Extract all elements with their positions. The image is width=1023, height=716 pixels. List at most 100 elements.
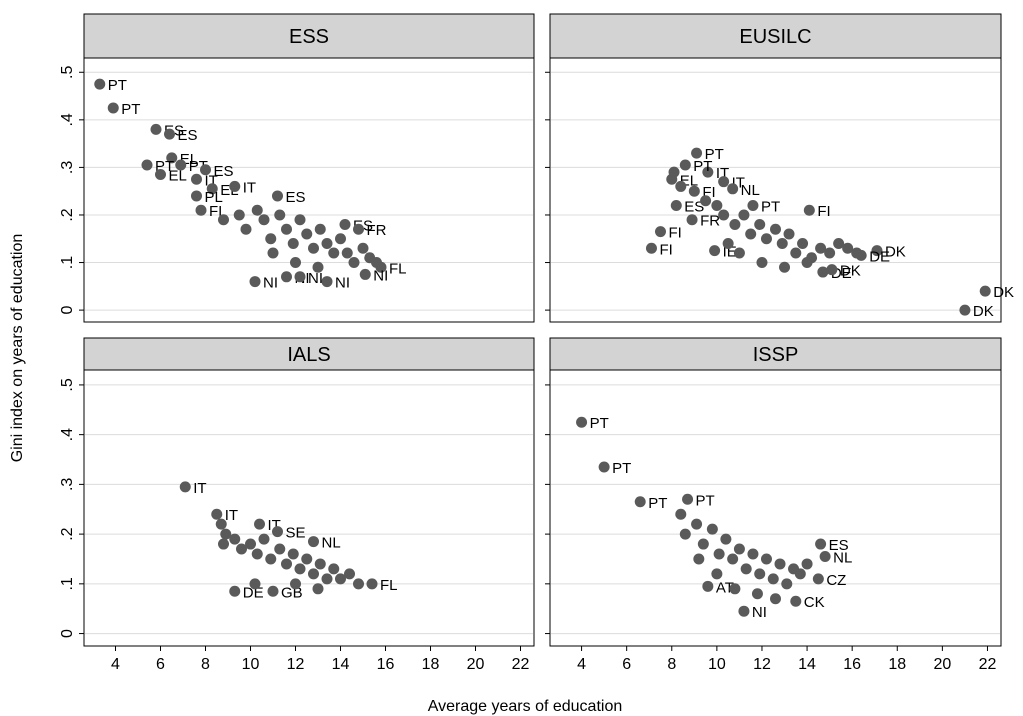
data-point bbox=[265, 233, 277, 245]
y-tick-label: .4 bbox=[59, 113, 76, 126]
data-point bbox=[308, 242, 319, 254]
point-label: SE bbox=[286, 525, 306, 542]
data-point bbox=[645, 242, 657, 254]
data-point bbox=[265, 553, 277, 565]
data-point bbox=[301, 553, 313, 565]
data-point bbox=[294, 214, 306, 226]
data-point bbox=[824, 247, 836, 259]
data-point bbox=[229, 585, 241, 597]
data-point bbox=[328, 247, 340, 259]
data-point bbox=[220, 528, 232, 540]
panel-header bbox=[549, 337, 1002, 371]
data-point bbox=[754, 218, 766, 230]
data-point bbox=[321, 238, 333, 250]
data-point bbox=[267, 585, 279, 597]
point-label: PT bbox=[696, 492, 715, 509]
data-point bbox=[267, 247, 279, 259]
panel-title: ISSP bbox=[753, 344, 799, 366]
point-label: CK bbox=[804, 594, 825, 611]
data-point bbox=[790, 595, 802, 607]
data-point bbox=[353, 578, 364, 590]
panel-header bbox=[549, 13, 1002, 59]
point-label: FI bbox=[659, 241, 672, 258]
x-tick-label: 18 bbox=[422, 656, 440, 673]
data-point bbox=[344, 568, 355, 580]
data-point bbox=[240, 223, 252, 235]
data-point bbox=[335, 573, 346, 585]
y-tick-label: .1 bbox=[59, 577, 76, 590]
data-point bbox=[815, 242, 827, 254]
data-point bbox=[815, 538, 827, 550]
data-point bbox=[738, 605, 750, 617]
data-point bbox=[702, 580, 714, 592]
data-point bbox=[348, 257, 360, 269]
x-tick-label: 8 bbox=[201, 656, 210, 673]
data-point bbox=[341, 247, 353, 259]
data-point bbox=[722, 238, 734, 250]
data-point bbox=[747, 548, 759, 560]
data-point bbox=[770, 223, 781, 235]
data-point bbox=[290, 257, 301, 269]
data-point bbox=[314, 223, 326, 235]
data-point bbox=[711, 199, 723, 211]
x-tick-label: 18 bbox=[888, 656, 906, 673]
point-label: NI bbox=[263, 275, 278, 292]
plot-frame bbox=[549, 369, 1002, 647]
data-point bbox=[833, 238, 845, 250]
point-label: FI bbox=[817, 203, 830, 220]
y-tick-label: .2 bbox=[59, 208, 76, 221]
data-point bbox=[959, 304, 971, 316]
panel-title: ESS bbox=[289, 26, 329, 48]
data-point bbox=[229, 533, 241, 545]
data-point bbox=[211, 508, 223, 520]
data-point bbox=[738, 209, 750, 221]
data-point bbox=[366, 578, 378, 590]
point-label: CZ bbox=[826, 572, 846, 589]
point-label: PT bbox=[590, 415, 609, 432]
data-point bbox=[150, 123, 162, 135]
point-label: PT bbox=[108, 77, 127, 94]
data-point bbox=[236, 543, 247, 555]
point-label: ES bbox=[286, 189, 306, 206]
data-point bbox=[720, 533, 732, 545]
data-point bbox=[686, 214, 698, 226]
data-point bbox=[308, 568, 319, 580]
data-point bbox=[155, 169, 166, 181]
data-point bbox=[706, 523, 718, 535]
data-point bbox=[727, 183, 739, 195]
data-point bbox=[357, 242, 369, 254]
panel-title: EUSILC bbox=[739, 26, 811, 48]
y-tick-label: 0 bbox=[59, 306, 76, 315]
data-point bbox=[321, 276, 333, 288]
x-tick-label: 10 bbox=[242, 656, 260, 673]
point-label: FL bbox=[380, 577, 398, 594]
point-label: IT bbox=[243, 179, 256, 196]
y-tick-label: .2 bbox=[59, 527, 76, 540]
data-point bbox=[339, 218, 351, 230]
point-label: DK bbox=[885, 244, 906, 261]
data-point bbox=[713, 548, 725, 560]
x-tick-label: 22 bbox=[979, 656, 997, 673]
point-label: PT bbox=[705, 146, 724, 163]
data-point bbox=[245, 538, 256, 550]
data-point bbox=[258, 533, 270, 545]
point-label: ES bbox=[214, 163, 234, 180]
point-label: ES bbox=[829, 537, 849, 554]
point-label: DK bbox=[993, 284, 1014, 301]
y-tick-label: .4 bbox=[59, 428, 76, 441]
plot-frame bbox=[83, 369, 535, 647]
data-point bbox=[290, 578, 301, 590]
x-tick-label: 14 bbox=[798, 656, 816, 673]
point-label: PT bbox=[761, 198, 780, 215]
x-tick-label: 10 bbox=[708, 656, 726, 673]
point-label: DK bbox=[973, 303, 994, 320]
x-tick-label: 14 bbox=[332, 656, 350, 673]
point-label: NI bbox=[373, 267, 388, 284]
data-point bbox=[794, 568, 806, 580]
data-point bbox=[711, 568, 723, 580]
data-point bbox=[682, 493, 694, 505]
x-tick-label: 16 bbox=[377, 656, 395, 673]
y-tick-label: .3 bbox=[59, 478, 76, 491]
point-label: DE bbox=[869, 248, 890, 265]
data-point bbox=[335, 233, 346, 245]
